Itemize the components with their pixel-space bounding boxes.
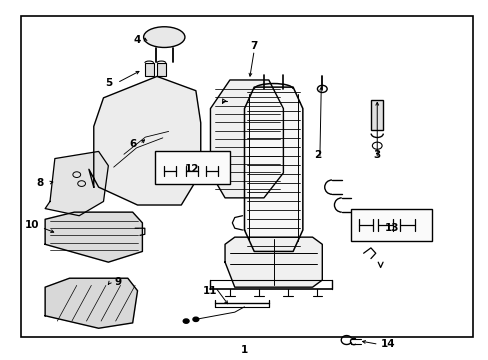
Text: 12: 12: [185, 164, 199, 174]
Polygon shape: [45, 278, 137, 328]
Text: 11: 11: [203, 286, 217, 296]
Text: 6: 6: [129, 139, 136, 149]
Bar: [154, 152, 229, 184]
Text: 3: 3: [373, 150, 380, 160]
Text: 13: 13: [384, 222, 398, 233]
Bar: [157, 63, 165, 76]
Text: 5: 5: [104, 78, 112, 88]
Text: 1: 1: [241, 345, 247, 355]
Text: 2: 2: [314, 150, 321, 160]
Circle shape: [193, 317, 199, 321]
Text: 10: 10: [25, 220, 39, 230]
Bar: [370, 100, 382, 130]
Circle shape: [183, 319, 189, 323]
Polygon shape: [244, 87, 302, 251]
Text: 14: 14: [380, 339, 394, 349]
Bar: [351, 208, 431, 241]
Polygon shape: [45, 212, 142, 262]
Polygon shape: [210, 80, 283, 198]
Bar: [144, 63, 153, 76]
Ellipse shape: [143, 27, 184, 48]
Text: 9: 9: [114, 277, 122, 287]
Polygon shape: [89, 76, 201, 205]
Text: 8: 8: [37, 178, 44, 188]
Text: 4: 4: [134, 35, 141, 45]
Polygon shape: [224, 237, 322, 287]
Text: 7: 7: [250, 41, 257, 51]
Polygon shape: [45, 152, 108, 216]
